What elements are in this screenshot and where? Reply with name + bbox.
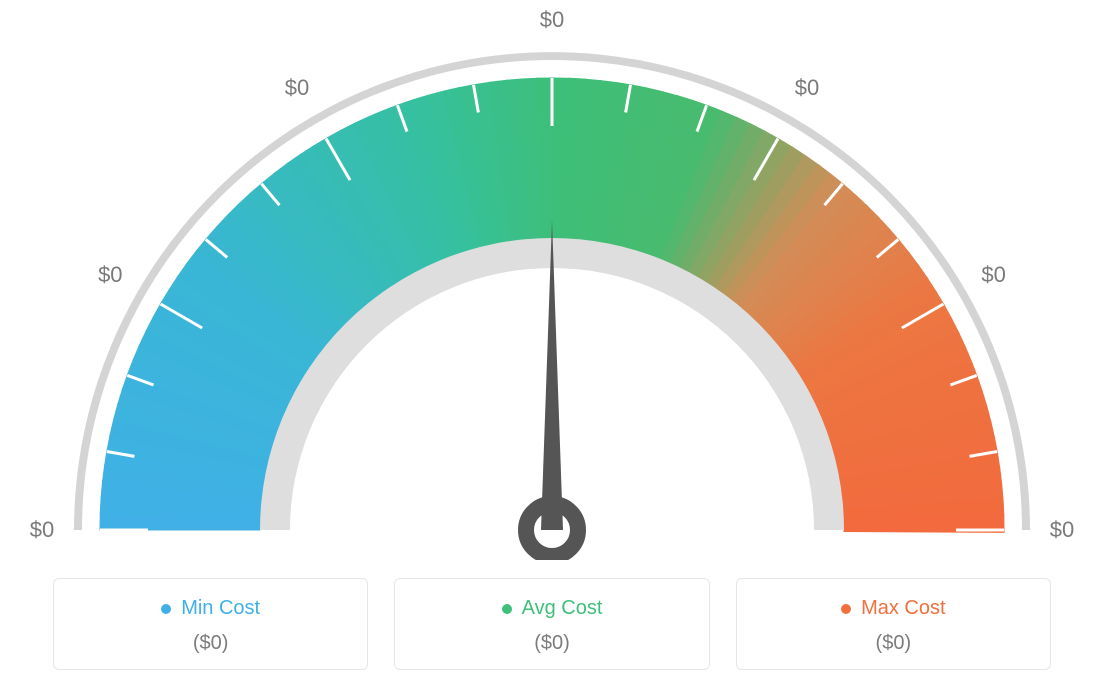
cost-gauge-chart: $0 $0 $0 $0 $0 $0 $0	[0, 0, 1104, 560]
legend-row: Min Cost ($0) Avg Cost ($0) Max Cost ($0)	[53, 578, 1051, 670]
legend-title: Avg Cost	[502, 597, 603, 620]
legend-value-text: ($0)	[407, 632, 696, 655]
legend-card: Min Cost ($0)	[53, 578, 368, 670]
gauge-tick-label: $0	[981, 262, 1005, 288]
gauge-tick-label: $0	[540, 7, 564, 33]
legend-dot-icon	[161, 604, 171, 614]
gauge-tick-label: $0	[1050, 517, 1074, 543]
legend-label-text: Min Cost	[181, 597, 260, 620]
legend-dot-icon	[502, 604, 512, 614]
gauge-svg	[0, 0, 1104, 560]
legend-card: Max Cost ($0)	[736, 578, 1051, 670]
legend-card: Avg Cost ($0)	[394, 578, 709, 670]
legend-label-text: Avg Cost	[522, 597, 603, 620]
legend-title: Max Cost	[841, 597, 945, 620]
legend-value-text: ($0)	[749, 632, 1038, 655]
gauge-tick-label: $0	[795, 75, 819, 101]
legend-value-text: ($0)	[66, 632, 355, 655]
legend-label-text: Max Cost	[861, 597, 945, 620]
gauge-tick-label: $0	[98, 262, 122, 288]
gauge-tick-label: $0	[30, 517, 54, 543]
legend-dot-icon	[841, 604, 851, 614]
legend-title: Min Cost	[161, 597, 260, 620]
gauge-tick-label: $0	[285, 75, 309, 101]
